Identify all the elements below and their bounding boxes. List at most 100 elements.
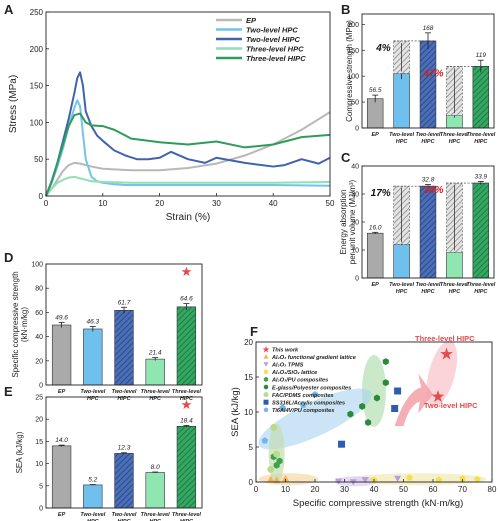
bar: [114, 453, 134, 509]
y-tick-label: 0: [39, 506, 43, 513]
x-tick-label: 30: [340, 485, 349, 494]
legend-label: E-glass/Polyester composites: [272, 385, 351, 391]
data-label: 21.4: [148, 350, 162, 357]
bar: [472, 182, 490, 279]
data-label: 168: [423, 25, 434, 32]
y-axis-label: Stress (MPa): [8, 75, 19, 133]
data-point: [282, 475, 289, 482]
panel-c-bar-chart: 16.012.032.89.233.917%34%010203040EPTwo-…: [339, 164, 496, 296]
panel-letter-c: C: [341, 150, 351, 165]
y-tick-label: 150: [30, 82, 44, 91]
category-label: HPC: [396, 289, 409, 295]
data-point: [382, 379, 389, 387]
data-point: [406, 474, 413, 481]
annotation-percent: 47%: [422, 68, 443, 79]
x-axis-label: Strain (%): [166, 212, 210, 223]
y-axis-label: per unit volume (MJ/m³): [348, 179, 357, 264]
panel-letter-f: F: [250, 324, 258, 339]
category-label: Three-level: [440, 132, 470, 138]
y-tick-label: 10: [351, 248, 359, 255]
x-tick-label: 0: [254, 485, 259, 494]
data-point: [267, 475, 275, 482]
category-label: HPC: [449, 139, 462, 145]
category-label: EP: [372, 282, 380, 288]
bar: [176, 426, 197, 509]
region-ellipse: [258, 473, 319, 486]
data-point: [459, 475, 466, 482]
x-tick-label: 0: [44, 199, 49, 208]
arrow-icon: [394, 373, 433, 426]
y-tick-label: 250: [30, 8, 44, 17]
annotation-two-level-hipc: Two-level HIPC: [424, 401, 478, 410]
legend-label: Al₂O₃/SiO₂ lattice: [271, 370, 317, 376]
region-ellipse: [426, 340, 458, 407]
x-tick-label: 10: [281, 485, 290, 494]
legend-label: Ti6Al4V/PU composites: [272, 408, 334, 414]
category-label: Three-level: [440, 282, 470, 288]
y-tick-label: 100: [347, 74, 359, 81]
x-tick-label: 20: [311, 485, 320, 494]
data-label: 14.0: [55, 437, 68, 444]
data-label: 64.6: [180, 296, 193, 303]
category-label: HPC: [87, 519, 100, 521]
category-label: HIPC: [474, 289, 488, 295]
panel-a-line-chart: 0 10 20 30 40 50 0 50 100 150 200 250 Strain (%) Stre…: [8, 8, 335, 223]
series-line-three-level-hpc: [45, 175, 331, 197]
bar: [393, 244, 410, 279]
y-tick-label: 100: [31, 262, 43, 269]
category-label: Two-level: [416, 282, 441, 288]
legend-label: FAC/PDMS composites: [272, 393, 334, 399]
legend-label: EP: [246, 16, 257, 25]
legend-label: Three-level HPC: [246, 45, 304, 54]
category-label: Two-level: [389, 282, 414, 288]
y-tick-label: 20: [244, 338, 253, 347]
data-point: [299, 401, 307, 408]
y-tick-label: 5: [249, 443, 254, 452]
y-tick-label: 15: [35, 439, 43, 446]
category-label: Three-level: [466, 282, 496, 288]
data-label: 32.8: [422, 177, 435, 184]
data-label: 49.6: [55, 314, 68, 321]
plot-frame: [361, 13, 495, 129]
data-point: [394, 387, 402, 395]
panel-e-bar-chart: 14.05.212.38.018.40510152025EPTwo-levelH…: [15, 395, 203, 521]
x-tick-label: 20: [155, 199, 164, 208]
bar: [83, 328, 103, 386]
category-label: Two-level: [416, 132, 441, 138]
data-label: 16.0: [369, 224, 382, 231]
data-point: [273, 450, 281, 458]
bar: [366, 98, 384, 129]
y-axis-label: (kN·m/kg): [20, 307, 29, 342]
legend-label: Two-level HIPC: [246, 35, 300, 44]
legend-marker: [263, 392, 269, 398]
y-axis-label: Specific compressive strength: [11, 271, 20, 377]
legend-marker: [263, 384, 269, 390]
category-label: HPC: [87, 396, 100, 402]
panel-letter-e: E: [4, 384, 13, 399]
x-tick-label: 80: [488, 485, 497, 494]
x-tick-label: 30: [212, 199, 221, 208]
category-label: HPC: [149, 519, 162, 521]
panel-letter-d: D: [4, 250, 13, 265]
bar: [472, 66, 490, 129]
data-point: [276, 457, 283, 465]
bar: [83, 484, 103, 509]
bar: [51, 324, 72, 386]
data-point: [267, 465, 275, 473]
legend-marker: [263, 376, 269, 382]
y-tick-label: 150: [347, 48, 359, 55]
y-tick-label: 30: [351, 192, 359, 199]
y-tick-label: 15: [244, 373, 253, 382]
y-tick-label: 0: [355, 126, 359, 133]
legend-marker: [263, 407, 269, 412]
y-tick-label: 60: [35, 310, 43, 317]
legend-label: Al₂O₃ TPMS: [271, 363, 304, 369]
data-point: [365, 419, 372, 426]
category-label: Two-level: [112, 389, 137, 395]
x-tick-label: 50: [399, 485, 408, 494]
category-label: HPC: [449, 289, 462, 295]
y-tick-label: 5: [39, 483, 43, 490]
legend-marker: ★: [262, 344, 270, 354]
category-label: Two-level: [80, 389, 105, 395]
y-axis-label: Energy absorption: [339, 190, 348, 255]
